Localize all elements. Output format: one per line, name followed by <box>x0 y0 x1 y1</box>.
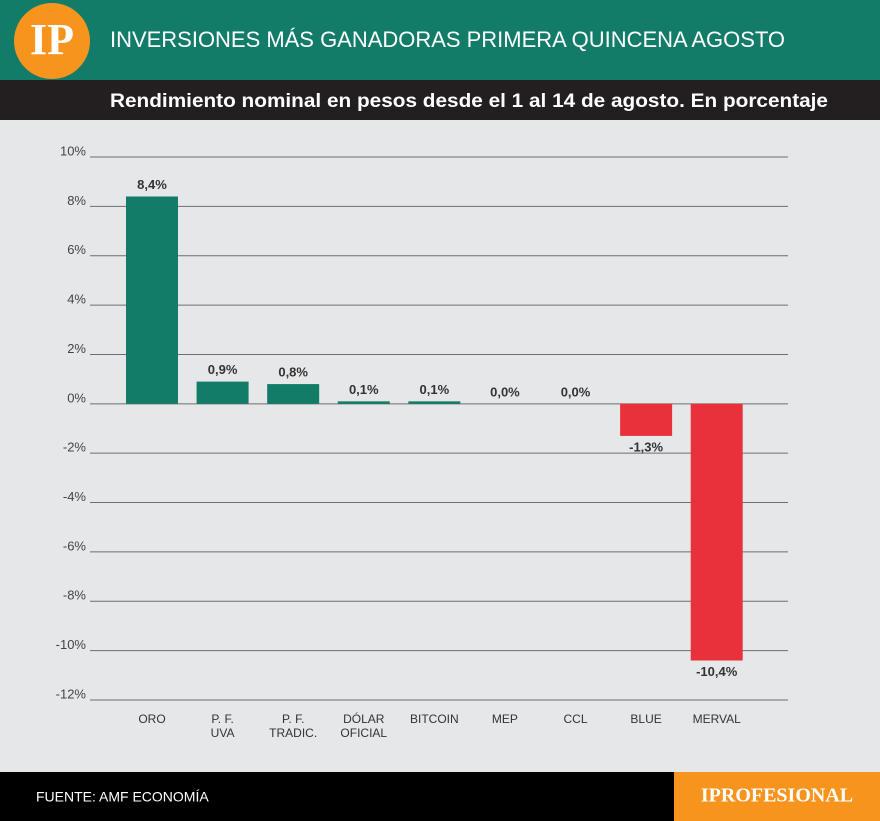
logo-circle <box>14 3 90 79</box>
x-tick-label: BITCOIN <box>410 712 459 726</box>
bar <box>125 196 178 404</box>
x-tick-label: P. F. UVA <box>211 712 235 740</box>
y-tick-label: 2% <box>67 341 86 356</box>
x-tick-label: ORO <box>138 712 165 726</box>
y-tick-label: -4% <box>63 489 87 504</box>
value-label: 0,1% <box>349 382 379 397</box>
value-label: -10,4% <box>696 664 738 679</box>
brand-box <box>674 772 880 821</box>
value-label: 0,0% <box>490 384 520 399</box>
bar <box>408 401 461 404</box>
y-tick-label: 10% <box>60 143 86 158</box>
x-tick-label: DÓLAR OFICIAL <box>340 711 387 740</box>
value-label: -1,3% <box>629 439 663 454</box>
x-tick-label: MERVAL <box>693 712 742 726</box>
y-tick-label: 4% <box>67 292 86 307</box>
x-tick-label: MEP <box>492 712 518 726</box>
value-label: 0,0% <box>561 384 591 399</box>
source: FUENTE: AMF ECONOMÍA <box>36 789 209 805</box>
x-tick-label: BLUE <box>630 712 661 726</box>
y-tick-label: -6% <box>63 538 87 553</box>
value-label: 0,8% <box>278 365 308 380</box>
value-label: 0,1% <box>420 382 450 397</box>
x-tick-label: P. F. TRADIC. <box>269 712 317 740</box>
brand: IPROFESIONAL <box>701 785 853 807</box>
y-tick-label: -8% <box>63 588 87 603</box>
plot: 10% 8% 6% 4% 2% 0% -2% -4% -6% -8% -10% -12% ORO 8,4%… <box>56 143 788 740</box>
subtitle-band <box>0 80 880 120</box>
value-label: 0,9% <box>208 362 238 377</box>
bar <box>267 384 320 404</box>
header-band <box>0 0 880 80</box>
y-tick-label: 6% <box>67 242 86 257</box>
y-tick-label: -10% <box>56 637 87 652</box>
y-tick-label: -12% <box>56 686 87 701</box>
y-tick-label: 8% <box>67 193 86 208</box>
bar <box>337 401 390 404</box>
value-label: 8,4% <box>137 177 167 192</box>
bar <box>196 381 249 404</box>
bar <box>620 403 673 436</box>
logo-text: IP <box>30 15 74 64</box>
chart-subtitle: Rendimiento nominal en pesos desde el 1 … <box>110 91 828 112</box>
x-tick-label: CCL <box>564 712 588 726</box>
bar <box>690 403 743 661</box>
chart-title: INVERSIONES MÁS GANADORAS PRIMERA QUINCE… <box>110 27 785 52</box>
y-tick-label: -2% <box>63 440 87 455</box>
y-tick-label: 0% <box>67 390 86 405</box>
